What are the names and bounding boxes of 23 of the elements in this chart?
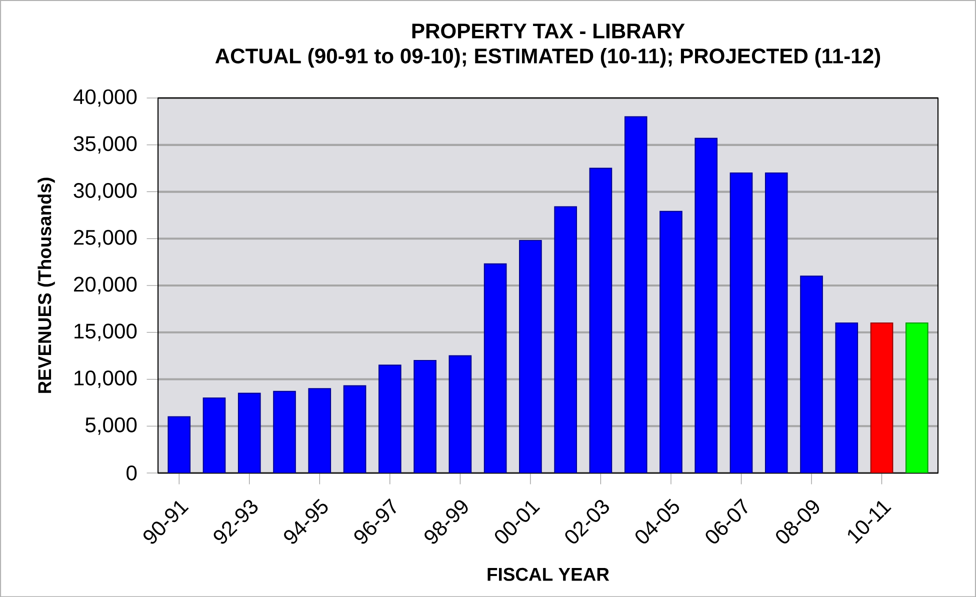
bar [764, 172, 788, 473]
bar [660, 210, 682, 473]
y-tick-label: 15,000 [74, 324, 137, 341]
bar [519, 240, 542, 473]
bar [448, 355, 472, 473]
bar [273, 390, 296, 473]
y-axis-title: REVENUES (Thousands) [38, 178, 55, 393]
bar [414, 360, 436, 473]
y-tick-label: 25,000 [74, 230, 137, 248]
y-tick-label: 30,000 [74, 182, 137, 200]
y-tick-label: 0 [126, 465, 137, 480]
chart-subtitle: ACTUAL (90-91 to 09-10); ESTIMATED (10-11); PROJECTED (11-12) [215, 48, 880, 68]
chart-title: PROPERTY TAX - LIBRARY [412, 23, 685, 38]
y-tick-label: 5,000 [86, 417, 137, 435]
bar [589, 168, 612, 473]
y-tick-label: 35,000 [74, 136, 137, 154]
x-axis-title: FISCAL YEAR [488, 568, 610, 581]
y-tick-label: 40,000 [73, 89, 137, 107]
y-tick-label: 10,000 [74, 370, 137, 388]
bar [202, 397, 226, 473]
bar [343, 385, 366, 473]
bar [694, 138, 718, 473]
y-tick-label: 20,000 [74, 276, 137, 294]
